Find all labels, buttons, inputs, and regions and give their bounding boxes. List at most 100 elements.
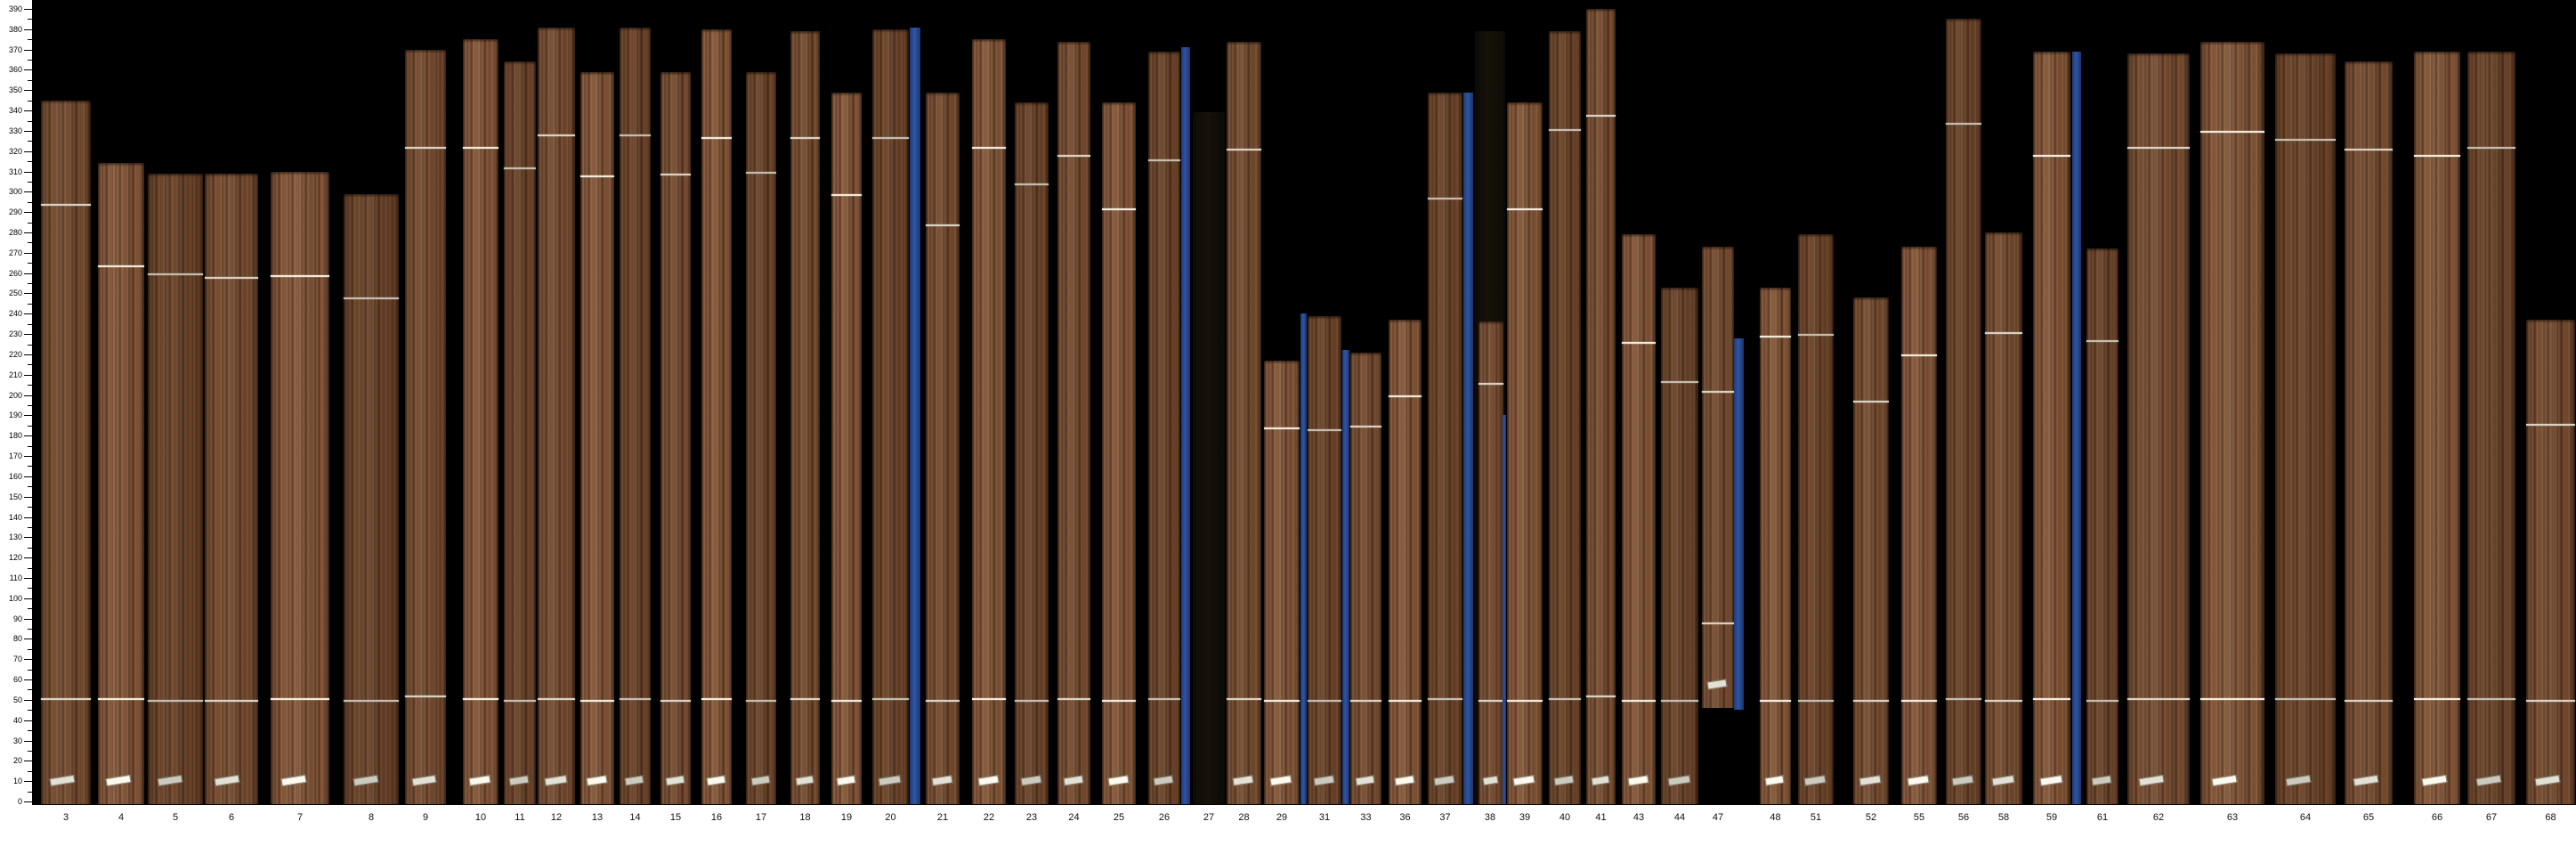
y-tick-155 — [28, 486, 32, 487]
board-6[interactable] — [205, 174, 258, 804]
board-44[interactable] — [1661, 288, 1698, 804]
board-51[interactable] — [1798, 234, 1834, 804]
board-5[interactable] — [148, 174, 203, 804]
board-label-sticker — [1991, 775, 2015, 786]
x-label-55: 55 — [1913, 812, 1925, 823]
y-tick-75 — [28, 649, 32, 650]
board-58[interactable] — [1985, 232, 2022, 804]
measure-line — [1985, 332, 2022, 334]
x-label-62: 62 — [2152, 812, 2165, 823]
board-61[interactable] — [2086, 248, 2118, 804]
x-label-52: 52 — [1865, 812, 1877, 823]
board-36[interactable] — [1389, 320, 1422, 804]
board-9[interactable] — [405, 50, 446, 804]
board-14[interactable] — [620, 28, 651, 804]
y-tick-130 — [24, 537, 32, 538]
board-17[interactable] — [746, 72, 776, 804]
board-3[interactable] — [41, 101, 91, 804]
measure-line — [2467, 698, 2515, 700]
board-25[interactable] — [1102, 102, 1136, 804]
board-48[interactable] — [1760, 288, 1791, 804]
board-24[interactable] — [1057, 42, 1090, 804]
board-62[interactable] — [2127, 53, 2190, 804]
board-22[interactable] — [972, 39, 1006, 804]
board-8[interactable] — [344, 194, 399, 804]
y-tick-95 — [28, 608, 32, 609]
y-tick-270 — [24, 253, 32, 254]
board-29[interactable] — [1264, 361, 1300, 804]
board-21[interactable] — [926, 93, 960, 804]
board-23[interactable] — [1015, 102, 1049, 804]
board-47[interactable] — [1702, 247, 1734, 708]
y-tick-5 — [28, 792, 32, 793]
measure-line — [41, 204, 91, 206]
y-tick-15 — [28, 771, 32, 772]
board-40[interactable] — [1549, 31, 1581, 804]
y-tick-label-80: 80 — [12, 634, 22, 643]
board-55[interactable] — [1901, 247, 1937, 804]
y-tick-90 — [24, 619, 32, 620]
board-39[interactable] — [1507, 102, 1543, 804]
y-tick-label-380: 380 — [8, 25, 22, 34]
board-16[interactable] — [701, 29, 732, 804]
board-66[interactable] — [2414, 52, 2460, 804]
measure-line — [2414, 698, 2460, 700]
board-33[interactable] — [1350, 353, 1381, 804]
measure-line — [1389, 395, 1422, 397]
measure-line — [580, 700, 614, 702]
board-20[interactable] — [872, 29, 909, 804]
board-67[interactable] — [2467, 52, 2515, 804]
measure-line — [1148, 159, 1180, 161]
board-4[interactable] — [98, 163, 144, 804]
measure-line — [1901, 700, 1937, 702]
board-15[interactable] — [660, 72, 691, 804]
measure-line — [205, 277, 258, 279]
y-tick-235 — [28, 324, 32, 325]
board-label-sticker — [836, 775, 856, 786]
measure-line — [1549, 698, 1581, 700]
board-label-sticker — [2475, 774, 2502, 787]
board-12[interactable] — [538, 28, 575, 804]
board-64[interactable] — [2275, 53, 2336, 804]
y-tick-125 — [28, 548, 32, 549]
board-19[interactable] — [831, 93, 862, 804]
board-28[interactable] — [1227, 42, 1261, 804]
board-11[interactable] — [504, 61, 536, 804]
board-10[interactable] — [463, 39, 498, 804]
x-label-9: 9 — [422, 812, 429, 823]
board-18[interactable] — [790, 31, 820, 804]
board-41[interactable] — [1586, 9, 1616, 804]
y-tick-label-90: 90 — [12, 614, 22, 623]
board-label-sticker — [411, 774, 437, 787]
board-13[interactable] — [580, 72, 614, 804]
x-label-15: 15 — [669, 812, 682, 823]
y-tick-label-290: 290 — [8, 207, 22, 216]
y-tick-200 — [24, 395, 32, 396]
board-59[interactable] — [2033, 52, 2070, 804]
measure-line — [538, 134, 575, 136]
board-label-sticker — [508, 775, 530, 786]
y-tick-label-100: 100 — [8, 594, 22, 603]
board-label-sticker — [1951, 775, 1974, 786]
board-label-sticker — [468, 775, 491, 786]
board-7[interactable] — [271, 172, 329, 804]
y-tick-205 — [28, 385, 32, 386]
board-31[interactable] — [1308, 316, 1341, 804]
board-unlabeled[interactable] — [1478, 321, 1503, 804]
measure-line — [1428, 198, 1462, 199]
measure-line — [1148, 698, 1180, 700]
x-label-44: 44 — [1673, 812, 1686, 823]
measure-line — [1798, 700, 1834, 702]
board-56[interactable] — [1946, 19, 1981, 804]
board-68[interactable] — [2526, 320, 2575, 804]
x-label-64: 64 — [2299, 812, 2312, 823]
board-37[interactable] — [1428, 93, 1462, 804]
board-label-sticker — [2421, 774, 2448, 787]
board-26[interactable] — [1148, 52, 1180, 804]
board-label-sticker — [1859, 775, 1882, 786]
y-tick-label-260: 260 — [8, 269, 22, 278]
board-43[interactable] — [1622, 234, 1656, 804]
board-65[interactable] — [2345, 61, 2393, 804]
board-52[interactable] — [1853, 297, 1889, 804]
board-63[interactable] — [2200, 42, 2264, 804]
